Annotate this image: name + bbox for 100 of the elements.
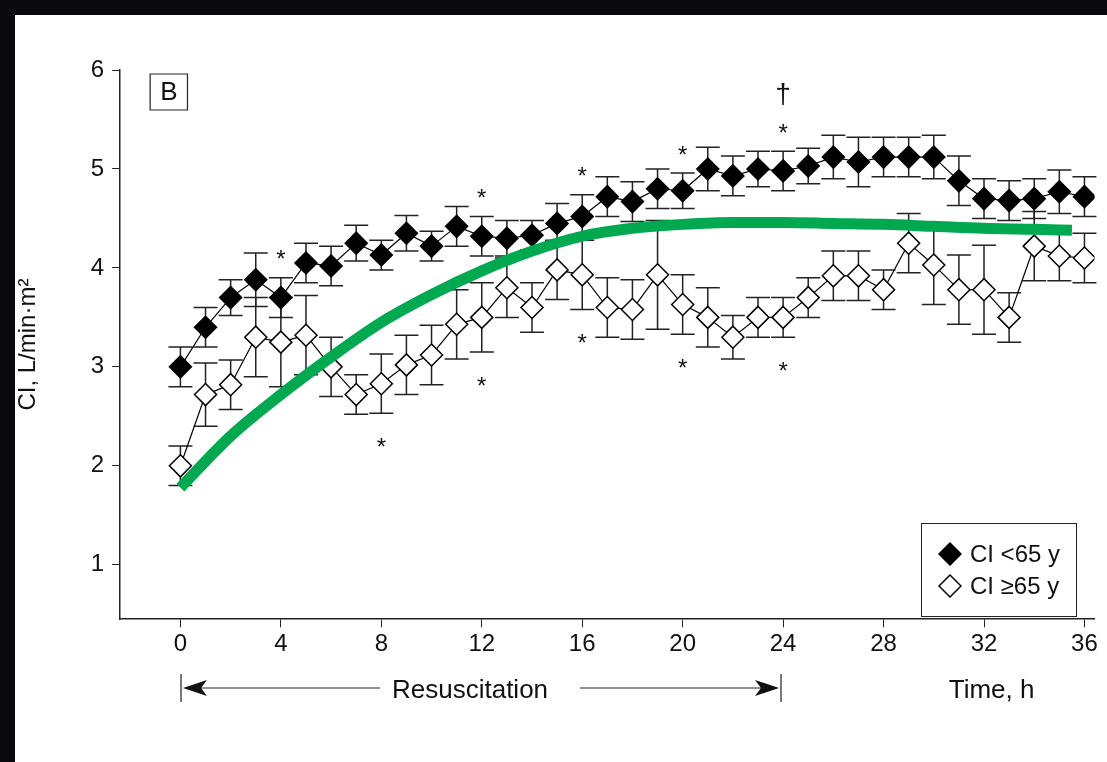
point bbox=[218, 285, 243, 310]
point bbox=[545, 211, 569, 236]
point bbox=[470, 224, 494, 248]
y-axis-title: CI, L/min·m² bbox=[13, 278, 41, 411]
point bbox=[495, 275, 519, 300]
point bbox=[896, 231, 921, 255]
point bbox=[620, 189, 645, 214]
annotation: * bbox=[477, 371, 487, 399]
point bbox=[595, 184, 620, 209]
x-tick-label: 12 bbox=[468, 629, 496, 657]
point bbox=[821, 264, 846, 288]
point bbox=[846, 150, 871, 174]
point bbox=[244, 268, 268, 292]
annotation: * bbox=[276, 245, 286, 273]
point bbox=[344, 231, 368, 255]
x-tick-label: 0 bbox=[173, 629, 188, 657]
y-tick-label: 6 bbox=[90, 54, 105, 82]
point bbox=[796, 285, 820, 310]
y-tick-label: 4 bbox=[90, 252, 105, 280]
annotation: * bbox=[376, 433, 386, 460]
point bbox=[394, 221, 419, 246]
point bbox=[168, 355, 193, 379]
x-tick-label: 24 bbox=[769, 629, 797, 657]
x-tick-label: 4 bbox=[274, 629, 288, 657]
point bbox=[696, 157, 720, 181]
point bbox=[218, 372, 243, 397]
point bbox=[721, 164, 745, 188]
point bbox=[193, 382, 218, 407]
point bbox=[495, 226, 519, 250]
point bbox=[570, 204, 594, 229]
annotation: * bbox=[577, 329, 587, 357]
point bbox=[1047, 179, 1072, 204]
point bbox=[294, 323, 318, 347]
legend-label: CI ≥65 y bbox=[969, 572, 1060, 600]
point bbox=[871, 277, 896, 302]
point bbox=[645, 263, 670, 287]
annotation: * bbox=[778, 118, 788, 146]
point bbox=[746, 157, 770, 181]
x-tick-label: 8 bbox=[374, 629, 388, 657]
y-tick-label: 1 bbox=[90, 549, 105, 577]
point bbox=[444, 312, 469, 337]
point bbox=[1022, 234, 1046, 258]
annotation: * bbox=[577, 162, 587, 190]
point bbox=[846, 264, 871, 288]
point bbox=[344, 382, 368, 407]
point bbox=[520, 295, 544, 320]
point bbox=[922, 253, 946, 277]
point bbox=[821, 145, 846, 169]
point bbox=[947, 277, 971, 302]
point bbox=[645, 177, 670, 201]
y-tick-label: 3 bbox=[90, 351, 105, 379]
point bbox=[269, 285, 293, 310]
point bbox=[1072, 246, 1095, 270]
point bbox=[369, 371, 394, 396]
point bbox=[294, 251, 318, 275]
point bbox=[269, 330, 293, 354]
point bbox=[670, 178, 695, 203]
text: Resuscitation bbox=[391, 674, 549, 705]
x-tick-label: 28 bbox=[870, 629, 897, 657]
point bbox=[620, 297, 645, 322]
point bbox=[319, 254, 343, 278]
point bbox=[244, 325, 268, 349]
point bbox=[545, 258, 569, 282]
point bbox=[771, 305, 795, 330]
point bbox=[595, 295, 620, 320]
point bbox=[721, 325, 745, 349]
point bbox=[168, 454, 193, 478]
point bbox=[1047, 244, 1072, 268]
point bbox=[896, 145, 921, 169]
annotation: * bbox=[677, 353, 688, 381]
x-tick-label: 16 bbox=[568, 629, 596, 657]
point bbox=[972, 186, 996, 211]
point bbox=[470, 305, 494, 330]
annotation: B bbox=[160, 76, 178, 107]
point bbox=[696, 305, 720, 330]
annotation: † bbox=[775, 77, 791, 109]
point bbox=[997, 305, 1021, 330]
x-tick-label: 32 bbox=[970, 629, 998, 657]
point bbox=[922, 145, 946, 169]
point bbox=[394, 353, 419, 377]
point bbox=[771, 159, 795, 183]
point bbox=[947, 169, 971, 193]
point bbox=[419, 343, 444, 367]
point bbox=[670, 292, 695, 317]
annotation: * bbox=[477, 184, 487, 212]
point bbox=[871, 145, 896, 169]
point bbox=[746, 305, 770, 330]
point bbox=[796, 154, 820, 178]
point bbox=[997, 188, 1021, 213]
x-tick-label: 20 bbox=[669, 629, 697, 657]
point bbox=[972, 277, 996, 302]
x-tick-label: 36 bbox=[1071, 629, 1098, 657]
y-tick-label: 2 bbox=[90, 450, 105, 478]
y-tick-label: 5 bbox=[90, 153, 105, 181]
point bbox=[444, 214, 469, 239]
point bbox=[193, 315, 218, 340]
point bbox=[1072, 184, 1095, 209]
legend-label: CI <65 y bbox=[969, 540, 1060, 568]
point bbox=[570, 263, 594, 287]
annotation: * bbox=[778, 356, 788, 384]
